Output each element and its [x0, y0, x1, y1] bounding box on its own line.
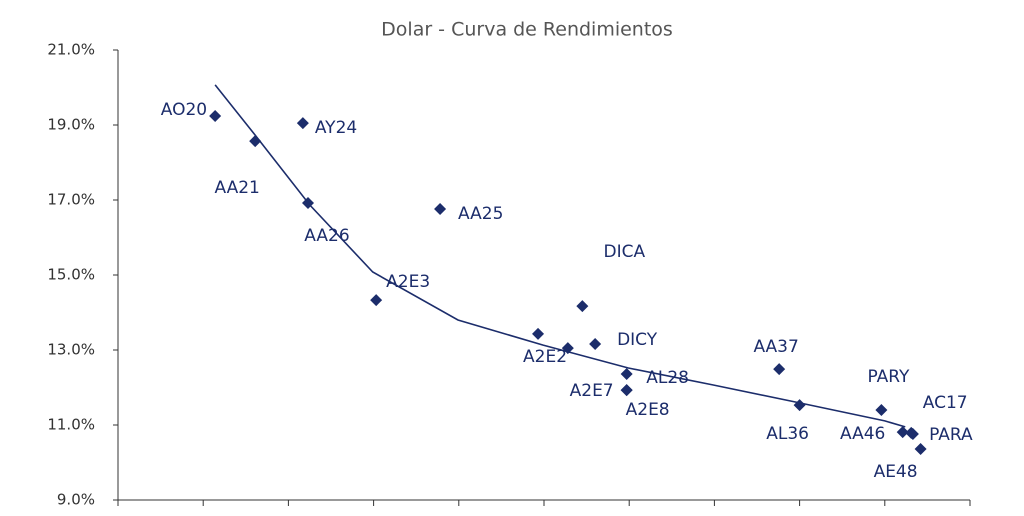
y-tick-label: 21.0%: [47, 41, 95, 59]
y-tick-label: 11.0%: [47, 416, 95, 434]
point: [773, 363, 786, 376]
point: [249, 135, 262, 148]
trend-line: [214, 84, 906, 428]
point-label: AL28: [646, 368, 689, 388]
point: [620, 384, 633, 397]
point: [434, 203, 447, 215]
point-label: DICA: [604, 242, 646, 262]
y-tick-label: 17.0%: [47, 191, 95, 209]
point: [209, 110, 222, 122]
point-label: AA26: [304, 226, 349, 246]
point: [296, 117, 309, 130]
point: [793, 399, 806, 412]
point-label: A2E8: [626, 400, 670, 420]
point-label: AE48: [874, 462, 918, 482]
point-label: AA37: [753, 337, 798, 357]
y-tick-label: 15.0%: [47, 266, 95, 284]
point-label: AL36: [766, 424, 809, 444]
point: [914, 443, 927, 455]
point-label: A2E3: [386, 272, 430, 292]
point-label: AY24: [315, 118, 357, 138]
point-label: AO20: [161, 100, 207, 120]
point-label: A2E2: [523, 347, 567, 367]
point: [561, 342, 574, 355]
y-tick-label: 19.0%: [47, 116, 95, 134]
point: [896, 426, 909, 439]
point-label: AA21: [214, 178, 259, 198]
point-label: PARY: [867, 367, 910, 387]
point: [620, 368, 633, 380]
point-label: DICY: [617, 330, 658, 350]
point-label: AA46: [840, 424, 885, 444]
point-label: A2E7: [570, 381, 614, 401]
point-label: AC17: [923, 393, 968, 413]
point-label: AA25: [458, 204, 503, 224]
chart-title: Dolar - Curva de Rendimientos: [381, 19, 673, 41]
point: [576, 300, 589, 313]
point: [875, 404, 888, 416]
point: [301, 197, 314, 209]
point: [370, 294, 383, 307]
point: [589, 338, 602, 350]
y-tick-label: 13.0%: [47, 341, 95, 359]
point: [906, 428, 919, 440]
point-label: PARA: [929, 425, 973, 445]
point: [532, 327, 545, 340]
y-tick-label: 9.0%: [57, 491, 95, 509]
